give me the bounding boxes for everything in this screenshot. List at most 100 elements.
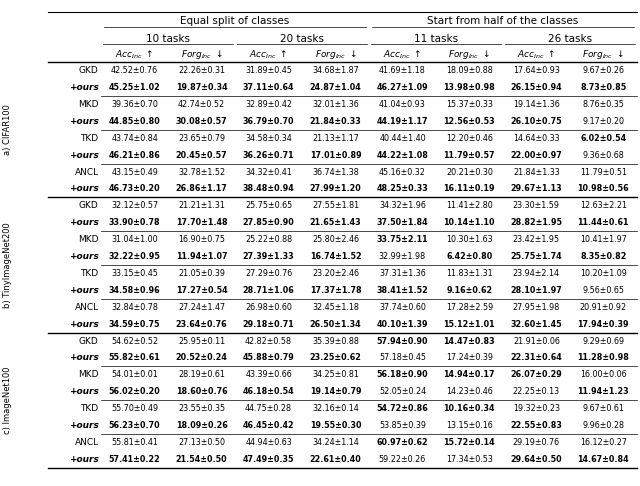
Text: 9.17±0.20: 9.17±0.20	[582, 117, 625, 126]
Text: 16.90±0.75: 16.90±0.75	[178, 235, 225, 244]
Text: 34.58±0.34: 34.58±0.34	[245, 134, 292, 143]
Text: 31.04±1.00: 31.04±1.00	[111, 235, 158, 244]
Text: 32.60±1.45: 32.60±1.45	[511, 320, 562, 329]
Text: 32.89±0.42: 32.89±0.42	[245, 100, 292, 109]
Text: 9.67±0.26: 9.67±0.26	[582, 66, 625, 75]
Text: MKD: MKD	[78, 235, 99, 244]
Text: 44.19±1.17: 44.19±1.17	[377, 117, 428, 126]
Text: 23.94±2.14: 23.94±2.14	[513, 269, 560, 278]
Text: 10 tasks: 10 tasks	[146, 34, 190, 44]
Text: 27.55±1.81: 27.55±1.81	[312, 201, 359, 210]
Text: TKD: TKD	[81, 404, 99, 413]
Text: 19.32±0.23: 19.32±0.23	[513, 404, 560, 413]
Text: 33.15±0.45: 33.15±0.45	[111, 269, 158, 278]
Text: 9.16±0.62: 9.16±0.62	[446, 286, 492, 295]
Text: 14.23±0.46: 14.23±0.46	[446, 387, 493, 396]
Text: 11 tasks: 11 tasks	[414, 34, 458, 44]
Text: 32.01±1.36: 32.01±1.36	[312, 100, 359, 109]
Text: 11.94±1.07: 11.94±1.07	[176, 252, 227, 261]
Text: 11.44±0.61: 11.44±0.61	[577, 218, 629, 227]
Text: 21.84±0.33: 21.84±0.33	[310, 117, 362, 126]
Text: 9.56±0.65: 9.56±0.65	[582, 286, 625, 295]
Text: 23.55±0.35: 23.55±0.35	[178, 404, 225, 413]
Text: 29.18±0.71: 29.18±0.71	[243, 320, 294, 329]
Text: Equal split of classes: Equal split of classes	[180, 17, 290, 26]
Text: 25.95±0.11: 25.95±0.11	[178, 337, 225, 346]
Text: 9.96±0.28: 9.96±0.28	[582, 421, 625, 430]
Text: 27.29±0.76: 27.29±0.76	[245, 269, 292, 278]
Text: 41.04±0.93: 41.04±0.93	[379, 100, 426, 109]
Text: +ours: +ours	[68, 218, 99, 227]
Text: 14.47±0.83: 14.47±0.83	[444, 337, 495, 346]
Text: 34.24±1.14: 34.24±1.14	[312, 438, 359, 447]
Text: 20.52±0.24: 20.52±0.24	[175, 353, 227, 363]
Text: 10.14±1.10: 10.14±1.10	[444, 218, 495, 227]
Text: 57.41±0.22: 57.41±0.22	[109, 455, 161, 464]
Text: ANCL: ANCL	[74, 438, 99, 447]
Text: 12.20±0.46: 12.20±0.46	[446, 134, 493, 143]
Text: 16.00±0.06: 16.00±0.06	[580, 370, 627, 380]
Text: 46.45±0.42: 46.45±0.42	[243, 421, 294, 430]
Text: 31.89±0.45: 31.89±0.45	[245, 66, 292, 75]
Text: 37.11±0.64: 37.11±0.64	[243, 83, 294, 92]
Text: 25.75±1.74: 25.75±1.74	[511, 252, 562, 261]
Text: +ours: +ours	[68, 286, 99, 295]
Text: $Acc_{Inc}$ $\uparrow$: $Acc_{Inc}$ $\uparrow$	[250, 48, 288, 61]
Text: +ours: +ours	[68, 151, 99, 160]
Text: 19.14±0.79: 19.14±0.79	[310, 387, 361, 396]
Text: 26.98±0.60: 26.98±0.60	[245, 303, 292, 312]
Text: 55.82±0.61: 55.82±0.61	[109, 353, 161, 363]
Text: 47.49±0.35: 47.49±0.35	[243, 455, 294, 464]
Text: 12.56±0.53: 12.56±0.53	[444, 117, 495, 126]
Text: 11.83±1.31: 11.83±1.31	[446, 269, 493, 278]
Text: 22.26±0.31: 22.26±0.31	[178, 66, 225, 75]
Text: 40.10±1.39: 40.10±1.39	[377, 320, 428, 329]
Text: 53.85±0.39: 53.85±0.39	[379, 421, 426, 430]
Text: 28.82±1.95: 28.82±1.95	[510, 218, 563, 227]
Text: +ours: +ours	[68, 117, 99, 126]
Text: 35.39±0.88: 35.39±0.88	[312, 337, 359, 346]
Text: $Acc_{Inc}$ $\uparrow$: $Acc_{Inc}$ $\uparrow$	[517, 48, 556, 61]
Text: 11.94±1.23: 11.94±1.23	[577, 387, 629, 396]
Text: 26.07±0.29: 26.07±0.29	[511, 370, 562, 380]
Text: 14.94±0.17: 14.94±0.17	[444, 370, 495, 380]
Text: 23.42±1.95: 23.42±1.95	[513, 235, 560, 244]
Text: 38.48±0.94: 38.48±0.94	[243, 185, 294, 193]
Text: 6.42±0.80: 6.42±0.80	[446, 252, 493, 261]
Text: 12.63±2.21: 12.63±2.21	[580, 201, 627, 210]
Text: 15.37±0.33: 15.37±0.33	[446, 100, 493, 109]
Text: TKD: TKD	[81, 134, 99, 143]
Text: 46.18±0.54: 46.18±0.54	[243, 387, 294, 396]
Text: 44.75±0.28: 44.75±0.28	[245, 404, 292, 413]
Text: 27.13±0.50: 27.13±0.50	[178, 438, 225, 447]
Text: 45.25±1.02: 45.25±1.02	[109, 83, 161, 92]
Text: +ours: +ours	[68, 353, 99, 363]
Text: 23.20±2.46: 23.20±2.46	[312, 269, 359, 278]
Text: 22.61±0.40: 22.61±0.40	[310, 455, 362, 464]
Text: 21.21±1.31: 21.21±1.31	[178, 201, 225, 210]
Text: $Forg_{Inc}$ $\downarrow$: $Forg_{Inc}$ $\downarrow$	[314, 48, 356, 61]
Text: +ours: +ours	[68, 252, 99, 261]
Text: 44.85±0.80: 44.85±0.80	[109, 117, 161, 126]
Text: 27.39±1.33: 27.39±1.33	[243, 252, 294, 261]
Text: 32.45±1.18: 32.45±1.18	[312, 303, 359, 312]
Text: 39.36±0.70: 39.36±0.70	[111, 100, 158, 109]
Text: 28.10±1.97: 28.10±1.97	[511, 286, 562, 295]
Text: 48.25±0.33: 48.25±0.33	[376, 185, 428, 193]
Text: 45.88±0.79: 45.88±0.79	[243, 353, 294, 363]
Text: 13.15±0.16: 13.15±0.16	[446, 421, 493, 430]
Text: 16.74±1.52: 16.74±1.52	[310, 252, 362, 261]
Text: 26.86±1.17: 26.86±1.17	[176, 185, 227, 193]
Text: +ours: +ours	[68, 83, 99, 92]
Text: 17.94±0.39: 17.94±0.39	[577, 320, 629, 329]
Text: 17.70±1.48: 17.70±1.48	[176, 218, 227, 227]
Text: 27.99±1.20: 27.99±1.20	[310, 185, 362, 193]
Text: 33.75±2.11: 33.75±2.11	[376, 235, 428, 244]
Text: 25.80±2.46: 25.80±2.46	[312, 235, 359, 244]
Text: 17.27±0.54: 17.27±0.54	[176, 286, 227, 295]
Text: +ours: +ours	[68, 455, 99, 464]
Text: GKD: GKD	[79, 66, 99, 75]
Text: $Forg_{Inc}$ $\downarrow$: $Forg_{Inc}$ $\downarrow$	[180, 48, 223, 61]
Text: 46.73±0.20: 46.73±0.20	[109, 185, 161, 193]
Text: 23.65±0.79: 23.65±0.79	[178, 134, 225, 143]
